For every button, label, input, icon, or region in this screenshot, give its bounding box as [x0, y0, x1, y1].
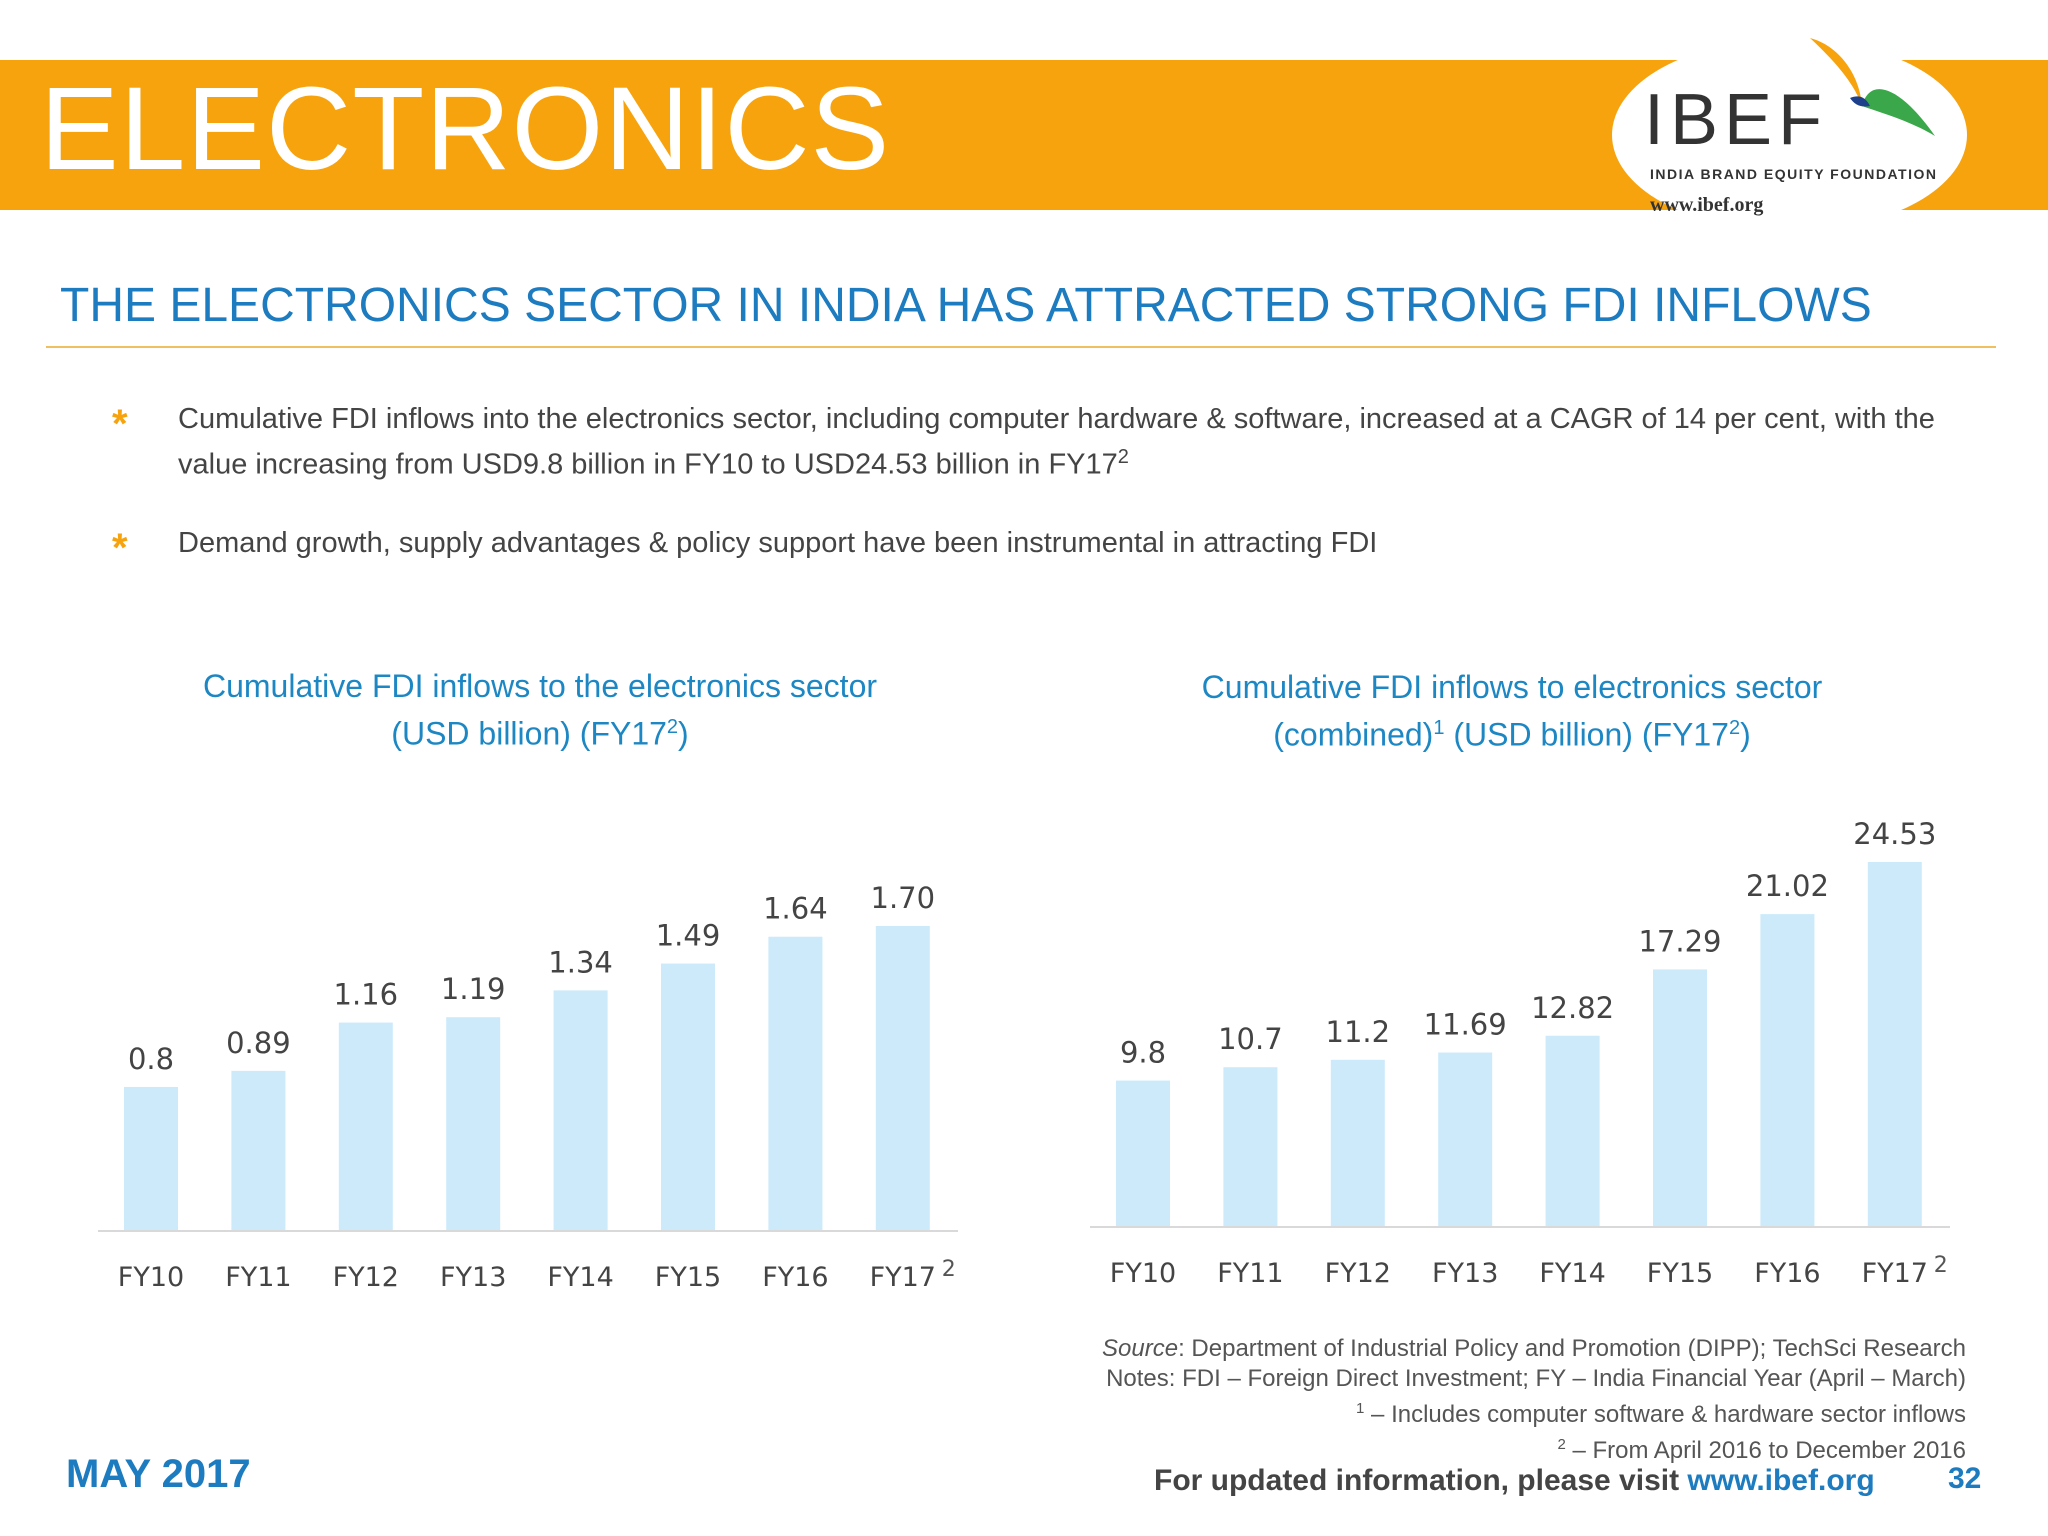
page-number: 32	[1948, 1462, 1982, 1495]
bar-fy14	[553, 990, 608, 1230]
data-label: 1.16	[334, 978, 399, 1012]
headline-divider	[46, 346, 1996, 348]
bar-fy11	[231, 1070, 286, 1230]
data-label: 10.7	[1218, 1022, 1283, 1056]
ibef-logo[interactable]	[1612, 40, 1967, 230]
data-label: 11.69	[1424, 1008, 1507, 1042]
chart-1: 0.8 FY10 0.89 FY11 1.16 FY12 1.19 FY13 1.34 FY14 1…	[98, 881, 958, 1293]
bar-fy13	[446, 1017, 501, 1230]
data-label: 1.64	[763, 892, 828, 926]
source-notes: Source: Department of Industrial Policy …	[1102, 1335, 1966, 1464]
logo-tagline: INDIA BRAND EQUITY FOUNDATION	[1650, 166, 1938, 182]
data-label: 17.29	[1638, 924, 1721, 958]
footer-visit: For updated information, please visit ww…	[1154, 1464, 1875, 1497]
data-label: 12.82	[1531, 991, 1614, 1025]
data-label: 0.8	[128, 1042, 174, 1076]
data-label: 11.2	[1326, 1015, 1391, 1049]
bar-fy14	[1545, 1035, 1600, 1226]
x-tick-label: FY13	[440, 1262, 506, 1293]
bullet-text-2: Demand growth, supply advantages & polic…	[178, 527, 1378, 559]
chart-2: 9.8 FY10 10.7 FY11 11.2 FY12 11.69 FY13 12.82 FY1…	[1090, 817, 1950, 1289]
x-tick-footnote: 2	[1934, 1253, 1948, 1278]
x-tick-label: FY14	[1539, 1258, 1605, 1289]
data-label: 21.02	[1746, 869, 1829, 903]
bar-fy16	[1760, 914, 1815, 1226]
data-label: 1.19	[441, 972, 506, 1006]
slide-headline: THE ELECTRONICS SECTOR IN INDIA HAS ATTR…	[60, 279, 1872, 332]
data-label: 1.34	[548, 945, 613, 979]
bar-fy17	[1867, 862, 1922, 1226]
asterisk-bullet-icon: *	[112, 402, 128, 446]
date-label: MAY 2017	[66, 1452, 251, 1496]
x-tick-label: FY11	[225, 1262, 291, 1293]
bird-logo-icon	[1810, 38, 1935, 136]
x-tick-footnote: 2	[942, 1257, 956, 1282]
chart-1-title: Cumulative FDI inflows to the electronic…	[202, 668, 878, 752]
x-tick-label: FY12	[1325, 1258, 1391, 1289]
x-tick-label: FY14	[547, 1262, 613, 1293]
x-tick-label: FY17	[870, 1262, 936, 1293]
x-tick-label: FY10	[118, 1262, 184, 1293]
bar-fy12	[338, 1022, 393, 1230]
page-title: ELECTRONICS	[40, 63, 891, 195]
bar-fy17	[875, 926, 930, 1230]
bar-fy10	[124, 1086, 178, 1230]
bar-fy11	[1223, 1067, 1278, 1226]
data-label: 9.8	[1120, 1036, 1166, 1070]
bullet-text-1: Cumulative FDI inflows into the electron…	[178, 403, 1935, 481]
x-tick-label: FY17	[1862, 1258, 1928, 1289]
data-label: 0.89	[226, 1026, 291, 1060]
x-tick-label: FY16	[762, 1262, 828, 1293]
footer-url-link[interactable]: www.ibef.org	[1687, 1464, 1875, 1497]
bar-fy10	[1116, 1080, 1170, 1226]
data-label: 1.49	[656, 919, 721, 953]
bar-fy16	[768, 936, 823, 1230]
chart-2-title: Cumulative FDI inflows to electronics se…	[1201, 669, 1823, 753]
x-tick-label: FY11	[1217, 1258, 1283, 1289]
bar-fy13	[1438, 1052, 1493, 1226]
asterisk-bullet-icon: *	[112, 526, 128, 570]
x-tick-label: FY16	[1754, 1258, 1820, 1289]
x-tick-label: FY15	[655, 1262, 721, 1293]
bar-fy12	[1330, 1059, 1385, 1226]
x-tick-label: FY10	[1110, 1258, 1176, 1289]
logo-url[interactable]: www.ibef.org	[1650, 194, 1764, 216]
x-tick-label: FY13	[1432, 1258, 1498, 1289]
bar-fy15	[661, 963, 715, 1230]
data-label: 1.70	[871, 881, 936, 915]
x-tick-label: FY15	[1647, 1258, 1713, 1289]
x-tick-label: FY12	[333, 1262, 399, 1293]
bar-fy15	[1653, 969, 1707, 1226]
logo-wordmark: IBEF	[1644, 80, 1829, 160]
data-label: 24.53	[1853, 817, 1936, 851]
